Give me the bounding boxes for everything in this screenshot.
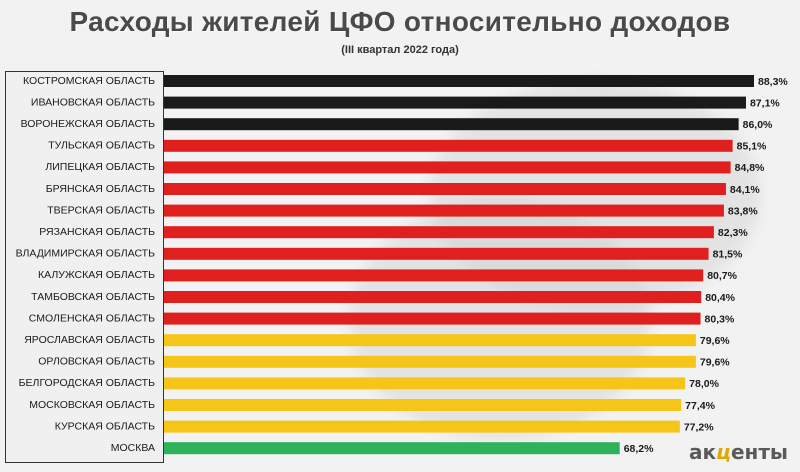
- data-label: 81,5%: [713, 249, 743, 261]
- category-label: БРЯНСКАЯ ОБЛАСТЬ: [46, 183, 155, 195]
- category-label: ОРЛОВСКАЯ ОБЛАСТЬ: [38, 356, 155, 368]
- bar: [164, 355, 696, 368]
- bar: [164, 183, 726, 195]
- category-label: МОСКВА: [111, 442, 155, 454]
- bar: [164, 334, 696, 347]
- bar: [164, 247, 709, 260]
- data-label: 77,2%: [684, 421, 714, 433]
- data-label: 68,2%: [624, 443, 654, 455]
- category-label: ТУЛЬСКАЯ ОБЛАСТЬ: [48, 140, 155, 152]
- category-label: ВОРОНЕЖСКАЯ ОБЛАСТЬ: [21, 118, 155, 130]
- chart-subtitle: (III квартал 2022 года): [341, 44, 459, 56]
- category-label: СМОЛЕНСКАЯ ОБЛАСТЬ: [29, 312, 155, 324]
- category-label: ТВЕРСКАЯ ОБЛАСТЬ: [47, 204, 155, 216]
- data-label: 86,0%: [743, 119, 773, 131]
- data-label: 88,3%: [758, 76, 788, 88]
- bar: [164, 96, 746, 109]
- bar: [164, 291, 702, 303]
- data-label: 79,6%: [700, 335, 730, 347]
- chart-title: Расходы жителей ЦФО относительно доходов: [69, 6, 731, 37]
- data-label: 79,6%: [700, 357, 730, 369]
- data-label: 80,3%: [705, 313, 735, 325]
- category-label: КАЛУЖСКАЯ ОБЛАСТЬ: [38, 269, 155, 281]
- bar: [164, 377, 686, 390]
- bar: [164, 399, 682, 411]
- data-label: 80,7%: [707, 270, 737, 282]
- data-label: 78,0%: [689, 378, 719, 390]
- category-label: РЯЗАНСКАЯ ОБЛАСТЬ: [39, 226, 155, 238]
- bar: [164, 442, 620, 455]
- data-label: 85,1%: [737, 141, 767, 153]
- bar: [164, 226, 714, 239]
- category-label-panel: [5, 71, 164, 463]
- bar: [164, 75, 754, 87]
- bar: [164, 420, 680, 433]
- bar: [164, 161, 731, 174]
- category-label: ЛИПЕЦКАЯ ОБЛАСТЬ: [45, 161, 155, 173]
- bar: [164, 118, 739, 131]
- brand-logo: акценты: [689, 440, 788, 464]
- data-label: 77,4%: [685, 400, 715, 412]
- bar: [164, 139, 733, 152]
- data-label: 87,1%: [750, 97, 780, 109]
- category-label: БЕЛГОРОДСКАЯ ОБЛАСТЬ: [19, 377, 155, 389]
- category-label: ЯРОСЛАВСКАЯ ОБЛАСТЬ: [24, 334, 155, 346]
- data-label: 83,8%: [728, 205, 758, 217]
- bar: [164, 204, 724, 217]
- bar: [164, 312, 701, 325]
- category-label: КУРСКАЯ ОБЛАСТЬ: [55, 420, 155, 432]
- category-label: КОСТРОМСКАЯ ОБЛАСТЬ: [23, 75, 155, 87]
- data-label: 80,4%: [705, 292, 735, 304]
- data-label: 84,8%: [735, 162, 765, 174]
- category-label: ТАМБОВСКАЯ ОБЛАСТЬ: [31, 291, 155, 303]
- bar: [164, 269, 704, 282]
- category-label: ВЛАДИМИРСКАЯ ОБЛАСТЬ: [16, 248, 156, 260]
- category-label: МОСКОВСКАЯ ОБЛАСТЬ: [29, 399, 155, 411]
- category-label: ИВАНОВСКАЯ ОБЛАСТЬ: [31, 96, 155, 108]
- data-label: 82,3%: [718, 227, 748, 239]
- data-label: 84,1%: [730, 184, 760, 196]
